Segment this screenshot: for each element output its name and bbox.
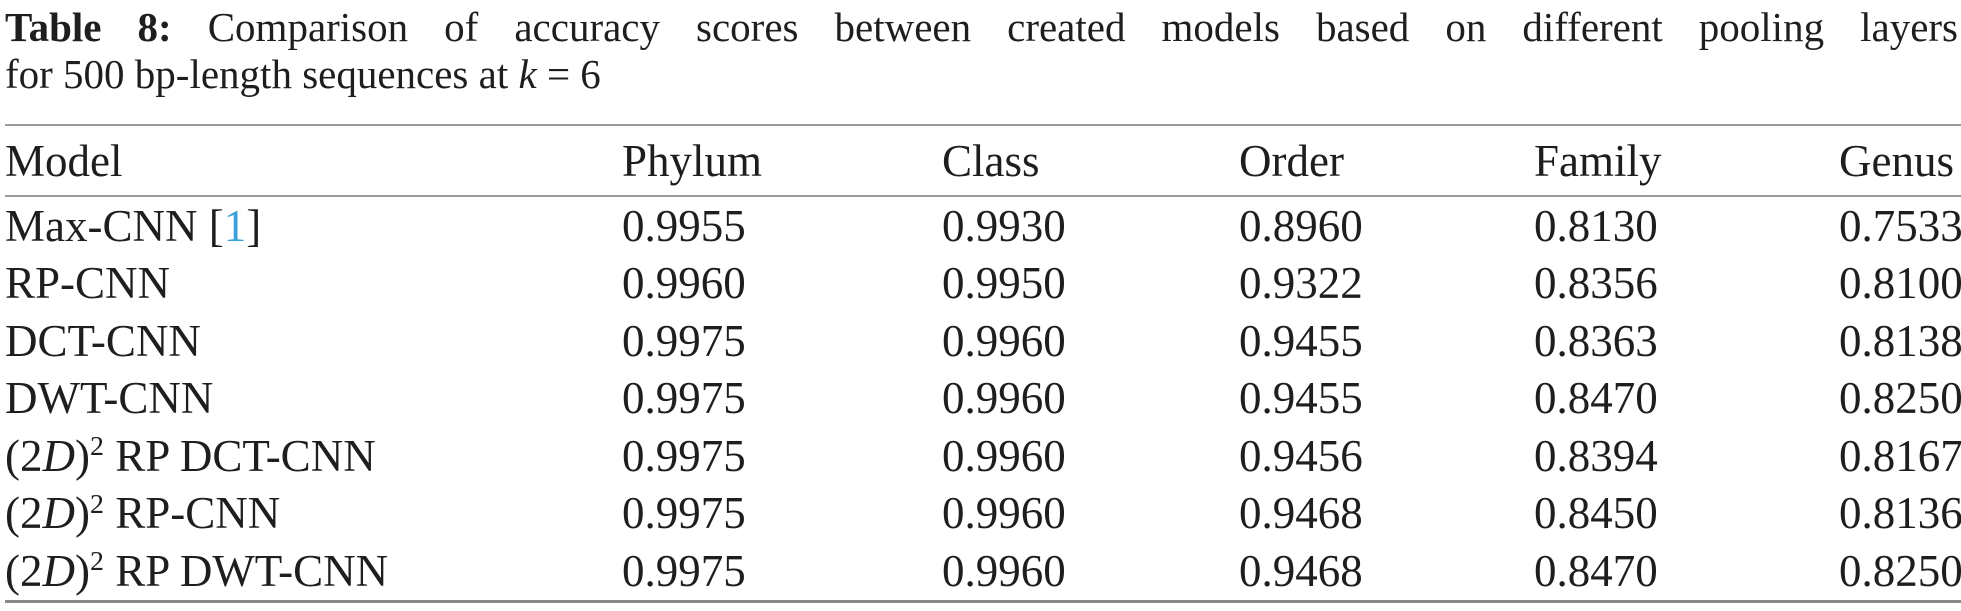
value-cell: 0.8130 (1534, 200, 1658, 251)
value-cell: 0.8470 (1534, 545, 1658, 596)
caption-math-var: k (518, 51, 537, 97)
model-label-part: D (42, 545, 76, 596)
value-cell: 0.8167 (1839, 430, 1961, 481)
column-header-genus: Genus (1839, 125, 1961, 197)
table-row: (2D)2 RP DWT-CNN 0.9975 0.9960 0.9468 0.8470… (5, 542, 1961, 601)
model-cell: (2D)2 RP DWT-CNN (5, 542, 622, 601)
model-label-part: RP DCT-CNN (103, 430, 376, 481)
value-cell: 0.7533 (1839, 200, 1961, 251)
value-cell: 0.9960 (942, 488, 1066, 539)
column-header-class: Class (942, 125, 1239, 197)
table-row: (2D)2 RP DCT-CNN 0.9975 0.9960 0.9456 0.8394… (5, 427, 1961, 485)
value-cell: 0.8363 (1534, 315, 1658, 366)
value-cell: 0.9455 (1239, 315, 1363, 366)
caption-text-3: = 6 (536, 51, 601, 97)
table-row: DWT-CNN 0.9975 0.9960 0.9455 0.8470 0.8250 (5, 370, 1961, 428)
caption-text-2: for 500 bp-length sequences at (5, 51, 519, 97)
value-cell: 0.8394 (1534, 430, 1658, 481)
model-label-part: ) (75, 430, 90, 481)
caption-label: Table 8: (5, 4, 172, 50)
value-cell: 0.9468 (1239, 488, 1363, 539)
model-label-part: 2 (90, 431, 104, 463)
table-row: DCT-CNN 0.9975 0.9960 0.9455 0.8363 0.8138 (5, 312, 1961, 370)
model-label-part: D (42, 488, 76, 539)
value-cell: 0.8960 (1239, 200, 1363, 251)
model-label-part: Max-CNN (5, 200, 209, 251)
model-label-part: ) (75, 488, 90, 539)
value-cell: 0.8356 (1534, 258, 1658, 309)
value-cell: 0.9950 (942, 258, 1066, 309)
model-label-part: (2 (5, 488, 43, 539)
column-header-family: Family (1534, 125, 1839, 197)
value-cell: 0.9960 (942, 315, 1066, 366)
column-header-model: Model (5, 125, 622, 197)
model-cell: RP-CNN (5, 255, 622, 313)
caption-line-2: for 500 bp-length sequences at k = 6 (5, 51, 1958, 98)
model-cell: DWT-CNN (5, 370, 622, 428)
model-cell: (2D)2 RP DCT-CNN (5, 427, 622, 485)
value-cell: 0.9975 (622, 488, 746, 539)
model-label-part: (2 (5, 430, 43, 481)
table-head: Model Phylum Class Order Family Genus (5, 125, 1961, 197)
value-cell: 0.9975 (622, 430, 746, 481)
value-cell: 0.9468 (1239, 545, 1363, 596)
model-label-part: DCT-CNN (5, 315, 201, 366)
table-body: Max-CNN [1] 0.9955 0.9930 0.8960 0.8130 0.753… (5, 196, 1961, 601)
column-header-phylum: Phylum (622, 125, 942, 197)
header-row: Model Phylum Class Order Family Genus (5, 125, 1961, 197)
value-cell: 0.9930 (942, 200, 1066, 251)
model-label-part: RP-CNN (5, 258, 171, 309)
table-row: RP-CNN 0.9960 0.9950 0.9322 0.8356 0.8100 (5, 255, 1961, 313)
value-cell: 0.9955 (622, 200, 746, 251)
accuracy-comparison-table: Model Phylum Class Order Family Genus Max-CNN… (5, 124, 1961, 603)
value-cell: 0.8250 (1839, 373, 1961, 424)
model-label-part: DWT-CNN (5, 373, 214, 424)
model-cell: DCT-CNN (5, 312, 622, 370)
value-cell: 0.8100 (1839, 258, 1961, 309)
table-caption: Table 8: Comparison of accuracy scores b… (5, 4, 1958, 98)
model-label-part: ) (75, 545, 90, 596)
table-row: Max-CNN [1] 0.9955 0.9930 0.8960 0.8130 0.753… (5, 196, 1961, 255)
model-label-part: RP DWT-CNN (103, 545, 389, 596)
value-cell: 0.9960 (942, 430, 1066, 481)
table-row: (2D)2 RP-CNN 0.9975 0.9960 0.9468 0.8450 0.81… (5, 485, 1961, 543)
model-label-part: ] (246, 200, 262, 251)
model-cell: (2D)2 RP-CNN (5, 485, 622, 543)
value-cell: 0.8250 (1839, 545, 1961, 596)
model-label-part: 2 (90, 546, 104, 578)
model-label-part: D (42, 430, 76, 481)
column-header-order: Order (1239, 125, 1534, 197)
value-cell: 0.9960 (622, 258, 746, 309)
caption-text: Comparison of accuracy scores between cr… (171, 4, 1958, 50)
value-cell: 0.8138 (1839, 315, 1961, 366)
value-cell: 0.9975 (622, 373, 746, 424)
citation-link[interactable]: 1 (223, 200, 247, 251)
model-label-part: (2 (5, 545, 43, 596)
model-label-part: [ (208, 200, 224, 251)
model-label-part: 2 (90, 488, 104, 520)
value-cell: 0.8136 (1839, 488, 1961, 539)
value-cell: 0.9975 (622, 545, 746, 596)
value-cell: 0.9960 (942, 373, 1066, 424)
value-cell: 0.9455 (1239, 373, 1363, 424)
model-cell: Max-CNN [1] (5, 196, 622, 255)
model-label-part: RP-CNN (103, 488, 281, 539)
value-cell: 0.9960 (942, 545, 1066, 596)
value-cell: 0.8450 (1534, 488, 1658, 539)
value-cell: 0.9322 (1239, 258, 1363, 309)
value-cell: 0.9975 (622, 315, 746, 366)
value-cell: 0.9456 (1239, 430, 1363, 481)
value-cell: 0.8470 (1534, 373, 1658, 424)
caption-line-1: Table 8: Comparison of accuracy scores b… (5, 4, 1958, 51)
